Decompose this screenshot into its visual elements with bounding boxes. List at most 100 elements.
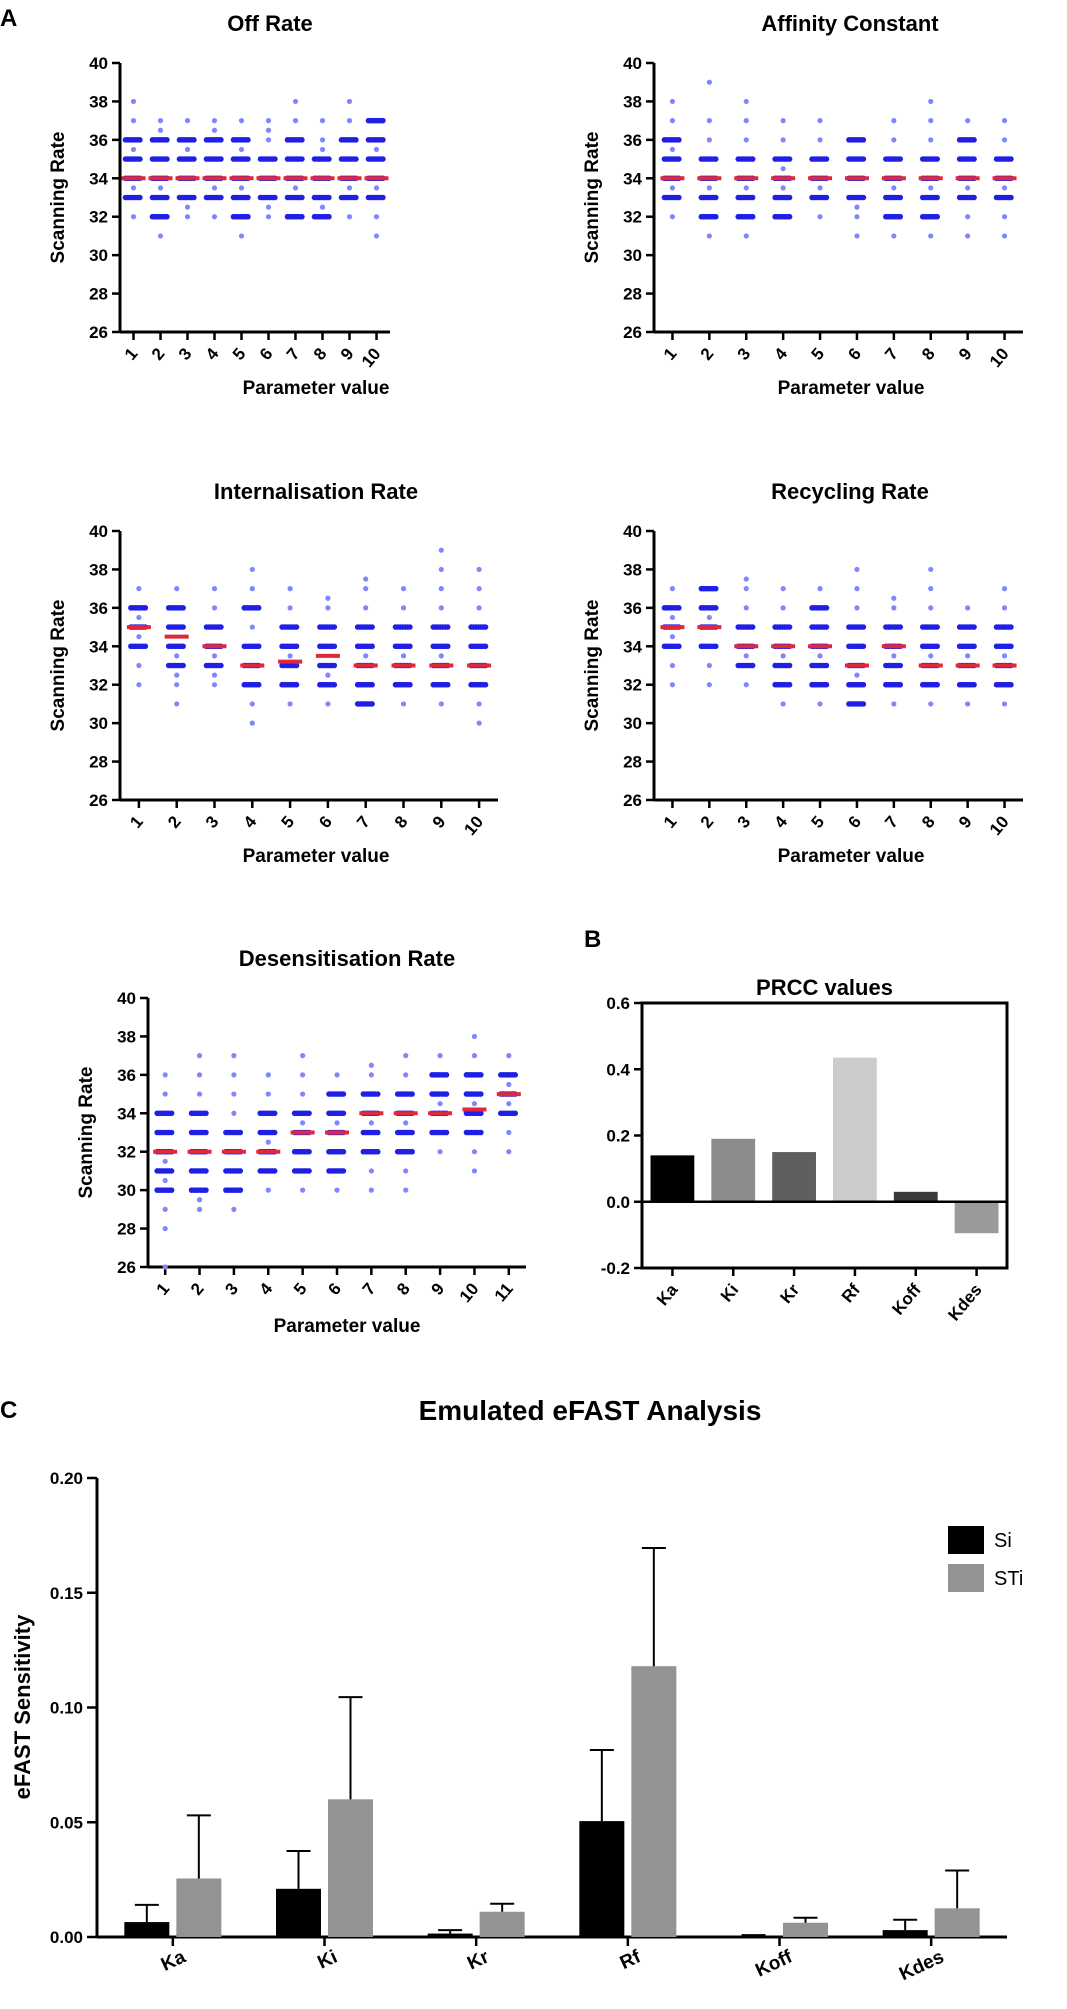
data-point	[346, 98, 353, 105]
data-point	[512, 1072, 519, 1078]
data-point	[743, 185, 749, 191]
data-point	[891, 605, 897, 611]
data-point	[437, 1053, 443, 1059]
data-point	[196, 1197, 203, 1203]
x-axis-label: Parameter value	[778, 378, 925, 399]
chart-recycling: Recycling Rate Parameter value Scanning Ra…	[582, 479, 1023, 867]
data-point	[334, 1187, 340, 1193]
data-point	[712, 605, 719, 611]
data-point	[331, 624, 338, 630]
data-point	[407, 643, 413, 650]
data-point	[245, 137, 251, 143]
data-point	[380, 156, 386, 162]
y-tick-label: 26	[117, 1258, 136, 1277]
x-tick-label: 4	[256, 1279, 277, 1299]
y-tick-label: 0.6	[606, 994, 630, 1013]
data-point	[157, 118, 164, 124]
x-axis-label: Parameter value	[243, 846, 390, 867]
y-tick-label: 36	[89, 131, 108, 150]
x-tick-label: 9	[337, 344, 358, 363]
x-tick-label: 8	[391, 812, 412, 831]
data-point	[676, 643, 682, 650]
data-point	[300, 1053, 306, 1059]
data-point	[780, 185, 786, 191]
y-tick-label: 38	[623, 92, 642, 111]
data-point	[891, 233, 897, 239]
data-point	[928, 605, 934, 611]
data-point	[712, 194, 719, 201]
data-point	[897, 194, 904, 201]
data-point	[325, 701, 331, 707]
data-point	[231, 1206, 237, 1212]
data-point	[265, 1187, 271, 1193]
data-point	[299, 137, 305, 143]
data-point	[407, 624, 413, 630]
data-point	[174, 701, 180, 707]
x-tick-label: 9	[955, 812, 976, 831]
data-point	[400, 653, 407, 659]
data-point	[897, 662, 904, 669]
x-tick-label: 9	[429, 812, 450, 831]
bar-si-koff	[731, 1935, 776, 1937]
x-tick-label: Ki	[315, 1946, 341, 1973]
data-point	[142, 605, 149, 611]
data-point	[706, 682, 712, 688]
data-point	[891, 701, 897, 707]
x-tick-label: 10	[986, 344, 1013, 371]
data-point	[860, 643, 867, 650]
data-point	[368, 1062, 374, 1068]
bar-kr	[772, 1152, 816, 1202]
data-point	[271, 1168, 278, 1174]
data-point	[287, 701, 293, 707]
data-point	[438, 547, 444, 553]
data-point	[162, 1177, 168, 1184]
y-tick-label: 32	[89, 676, 108, 695]
data-point	[669, 634, 676, 640]
x-tick-label: 1	[126, 812, 147, 831]
data-point	[231, 1072, 237, 1078]
data-point	[287, 586, 293, 592]
data-point	[136, 682, 142, 688]
data-point	[712, 585, 719, 592]
data-point	[786, 624, 793, 630]
data-point	[823, 662, 830, 669]
bar-si-ka	[124, 1922, 170, 1937]
data-point	[196, 1053, 203, 1059]
data-point	[749, 624, 756, 630]
data-point	[965, 605, 971, 611]
data-point	[218, 194, 224, 201]
data-point	[292, 98, 299, 105]
x-tick-label: 4	[771, 812, 792, 832]
y-axis-label: Scanning Rate	[76, 1067, 97, 1199]
data-point	[1001, 118, 1008, 124]
data-point	[823, 194, 830, 201]
x-tick-label: 10	[358, 344, 385, 371]
data-point	[346, 214, 353, 220]
data-point	[1001, 653, 1008, 659]
bar-si-kdes	[882, 1930, 928, 1937]
data-point	[203, 1129, 209, 1136]
data-point	[971, 624, 977, 630]
data-point	[130, 185, 137, 191]
data-point	[373, 146, 380, 153]
data-point	[191, 137, 197, 143]
data-point	[928, 653, 934, 659]
data-point	[265, 214, 272, 220]
data-point	[331, 662, 338, 669]
x-tick-label: 2	[697, 812, 718, 831]
data-point	[265, 1091, 271, 1097]
data-point	[928, 185, 934, 191]
data-point	[174, 586, 180, 592]
x-tick-label: Kr	[776, 1280, 803, 1307]
data-point	[712, 156, 719, 162]
chart-title: Off Rate	[227, 11, 313, 36]
data-point	[1001, 185, 1008, 191]
bar-kdes	[954, 1201, 999, 1234]
data-point	[669, 214, 676, 220]
data-point	[218, 624, 224, 630]
data-point	[506, 1081, 512, 1088]
data-point	[157, 127, 164, 133]
data-point	[265, 127, 272, 133]
data-point	[476, 566, 482, 573]
data-point	[444, 624, 451, 630]
